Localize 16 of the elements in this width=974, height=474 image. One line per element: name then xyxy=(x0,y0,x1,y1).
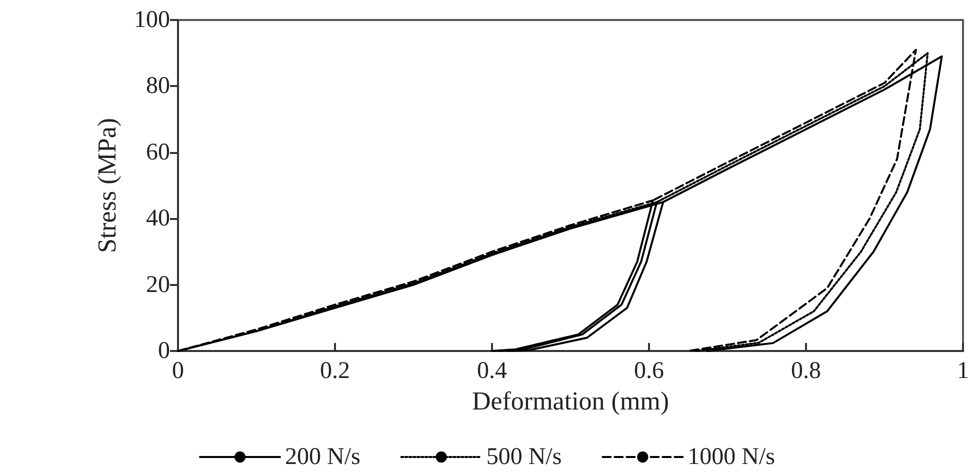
y-tick-label: 40 xyxy=(146,206,170,232)
y-tick-label: 60 xyxy=(146,139,170,166)
legend-label: 1000 N/s xyxy=(688,444,776,470)
x-tick-label: 0.8 xyxy=(791,358,821,384)
legend-label: 200 N/s xyxy=(284,444,360,470)
x-axis-title: Deformation (mm) xyxy=(472,386,670,416)
y-tick-label: 80 xyxy=(146,73,170,100)
x-tick-label: 1 xyxy=(957,358,969,384)
y-axis-title: Stress (MPa) xyxy=(92,118,122,254)
y-tick-label: 100 xyxy=(134,7,170,33)
x-tick-label: 0.6 xyxy=(634,358,664,384)
y-tick-label: 0 xyxy=(158,338,170,364)
x-tick-label: 0.2 xyxy=(320,358,350,384)
x-tick-label: 0.4 xyxy=(477,358,507,384)
legend-label: 500 N/s xyxy=(486,444,562,470)
y-tick-label: 20 xyxy=(146,272,170,298)
